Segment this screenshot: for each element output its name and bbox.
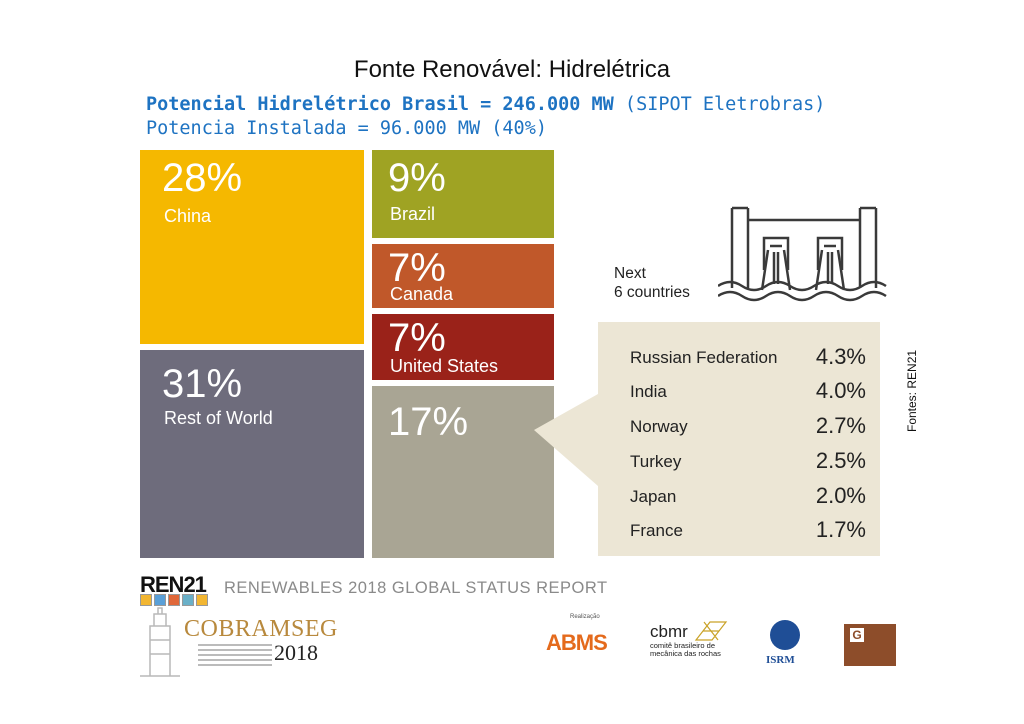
tile-label: Canada: [390, 284, 454, 304]
subtitle-line-1: Potencial Hidrelétrico Brasil = 246.000 …: [146, 94, 825, 115]
callout-pointer: [534, 394, 598, 486]
source-note: Fontes: REN21: [902, 344, 924, 434]
country-name: Russian Federation: [630, 348, 778, 367]
abms-logo: Realização ABMS: [544, 614, 610, 668]
tile-label: China: [164, 206, 212, 226]
next-countries-box: Russian Federation 4.3% India 4.0% Norwa…: [598, 322, 880, 556]
subtitle-bold: Potencial Hidrelétrico Brasil = 246.000 …: [146, 94, 614, 115]
ren21-icons: [140, 594, 208, 606]
subtitle-line-2: Potencia Instalada = 96.000 MW (40%): [146, 118, 547, 139]
country-value: 2.5%: [815, 448, 866, 473]
country-row: Norway 2.7%: [630, 409, 866, 439]
cbmr-logo: cbmr comitê brasileiro de mecânica das r…: [650, 621, 730, 666]
tile-next-six: 17%: [372, 386, 554, 558]
country-name: Norway: [630, 417, 688, 436]
country-value: 2.0%: [815, 483, 866, 508]
cbmr-word: cbmr: [650, 622, 688, 641]
ren21-logo: REN21: [140, 572, 207, 597]
next-label-line-1: Next: [614, 265, 646, 282]
tile-label: Brazil: [390, 204, 436, 224]
cobramseg-logo: COBRAMSEG 2018: [136, 606, 337, 678]
tower-icon: [140, 607, 180, 677]
page-title: Fonte Renovável: Hidrelétrica: [353, 56, 671, 83]
next-label-line-2: 6 countries: [614, 284, 690, 301]
country-value: 1.7%: [815, 517, 866, 542]
country-name: India: [630, 382, 667, 401]
globe-icon: [770, 620, 800, 650]
tile-pct: 7%: [388, 246, 446, 290]
country-name: Japan: [630, 487, 677, 506]
isrm-logo: ISRM: [766, 620, 806, 670]
tile-pct: 31%: [162, 362, 243, 406]
cobramseg-word: COBRAMSEG: [184, 616, 338, 642]
report-title: RENEWABLES 2018 GLOBAL STATUS REPORT: [224, 579, 608, 597]
dam-icon: [718, 206, 887, 302]
country-value: 2.7%: [815, 413, 866, 438]
tile-brazil: 9% Brazil: [372, 150, 554, 238]
country-row: Japan 2.0%: [630, 479, 866, 509]
country-row: Turkey 2.5%: [630, 444, 866, 474]
source-note-text: Fontes: REN21: [905, 349, 919, 432]
tile-rest-of-world: 31% Rest of World: [140, 350, 364, 558]
tile-label: United States: [390, 356, 499, 376]
tile-canada: 7% Canada: [372, 244, 554, 308]
tile-united-states: 7% United States: [372, 314, 554, 380]
abms-tagline: Realização: [570, 614, 600, 620]
abms-word: ABMS: [546, 630, 608, 655]
tile-pct: 28%: [162, 156, 243, 200]
tile-pct: 17%: [388, 400, 469, 444]
cobramseg-year: 2018: [274, 640, 318, 665]
country-value: 4.3%: [815, 344, 866, 369]
tile-china: 28% China: [140, 150, 364, 344]
subtitle-source: (SIPOT Eletrobras): [613, 94, 826, 115]
isrm-word: ISRM: [766, 654, 795, 666]
country-row: Russian Federation 4.3%: [630, 340, 866, 370]
country-row: France 1.7%: [630, 513, 866, 543]
country-value: 4.0%: [815, 378, 866, 403]
country-name: France: [630, 521, 683, 540]
next-countries-label: Next 6 countries: [614, 264, 690, 302]
spg-logo: G: [844, 624, 896, 666]
cbmr-subtitle: comitê brasileiro de mecânica das rochas: [650, 641, 721, 658]
country-row: India 4.0%: [630, 374, 866, 404]
tile-pct: 9%: [388, 156, 446, 200]
cbmr-grid-icon: [694, 621, 728, 641]
cobramseg-subtext: [198, 644, 272, 669]
tile-label: Rest of World: [164, 408, 273, 428]
spg-letter: G: [850, 628, 864, 642]
tile-pct: 7%: [388, 316, 446, 360]
country-name: Turkey: [630, 452, 682, 471]
